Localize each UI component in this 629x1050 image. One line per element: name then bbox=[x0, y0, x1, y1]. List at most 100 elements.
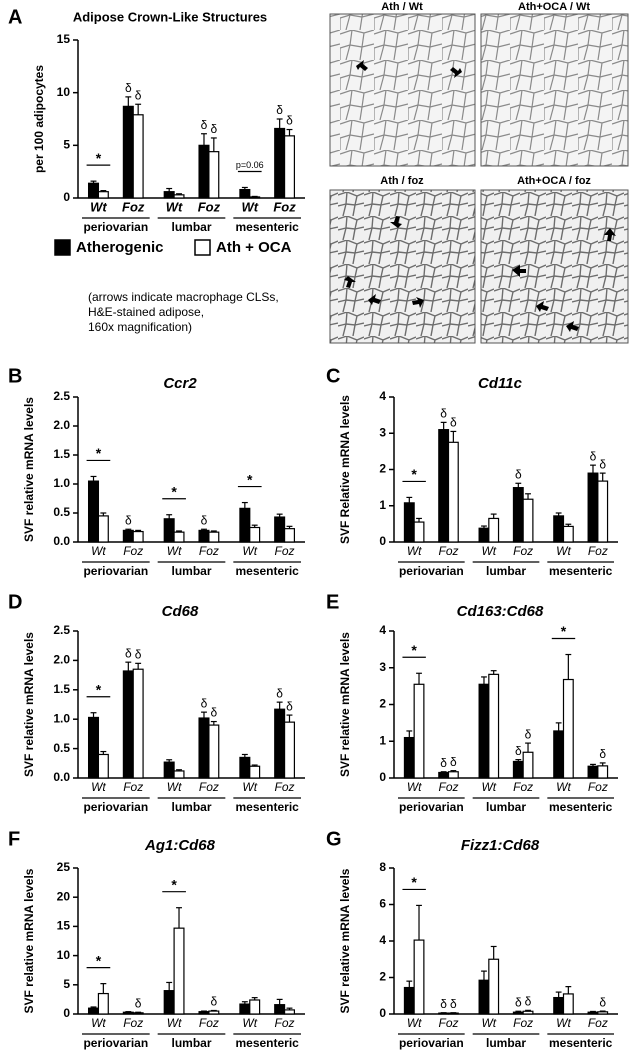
significance-symbol: δ bbox=[201, 118, 208, 132]
significance-symbol: δ bbox=[276, 103, 283, 117]
significance-symbol: δ bbox=[210, 122, 217, 136]
bracket-label: * bbox=[96, 952, 102, 968]
x-tick-label: Foz bbox=[199, 544, 219, 558]
bar bbox=[87, 480, 100, 543]
y-tick-label: 15 bbox=[57, 919, 71, 933]
bar bbox=[274, 516, 286, 543]
significance-symbol: δ bbox=[599, 747, 606, 761]
x-tick-label: Foz bbox=[588, 544, 608, 558]
group-label: mesenteric bbox=[235, 1036, 299, 1050]
bar bbox=[587, 472, 599, 543]
legend-swatch bbox=[194, 239, 211, 256]
x-tick-label: Wt bbox=[91, 1016, 106, 1030]
x-tick-label: Foz bbox=[513, 1016, 533, 1030]
bar bbox=[553, 996, 565, 1015]
group-label: periovarian bbox=[83, 220, 148, 234]
y-tick-label: 0 bbox=[379, 534, 386, 548]
x-tick-label: Wt bbox=[556, 780, 571, 794]
legend-label: Atherogenic bbox=[76, 239, 164, 256]
legend-label: Ath + OCA bbox=[216, 239, 292, 256]
bar bbox=[553, 515, 565, 543]
bar bbox=[274, 708, 286, 779]
panel-letter: A bbox=[8, 6, 22, 28]
micrographs: Ath / Wt Ath+OCA / Wt Ath / foz Ath+OCA … bbox=[329, 1, 629, 344]
chart-title: Cd68 bbox=[162, 603, 199, 620]
y-tick-label: 25 bbox=[57, 860, 71, 874]
y-tick-label: 0.0 bbox=[53, 770, 70, 784]
bar bbox=[239, 1003, 251, 1015]
y-tick-label: 8 bbox=[379, 860, 386, 874]
group-label: mesenteric bbox=[549, 800, 613, 814]
significance-symbol: δ bbox=[450, 997, 457, 1011]
y-tick-label: 15 bbox=[57, 32, 71, 46]
x-tick-label: Foz bbox=[199, 1016, 219, 1030]
bar bbox=[562, 678, 574, 779]
y-tick-label: 20 bbox=[57, 889, 71, 903]
bar bbox=[597, 1011, 609, 1015]
bar bbox=[447, 771, 459, 779]
x-tick-label: Foz bbox=[513, 780, 533, 794]
group-label: lumbar bbox=[486, 800, 526, 814]
group-label: lumbar bbox=[171, 564, 211, 578]
bar bbox=[488, 673, 500, 779]
significance-symbol: δ bbox=[210, 995, 217, 1009]
significance-symbol: δ bbox=[515, 744, 522, 758]
significance-symbol: δ bbox=[440, 997, 447, 1011]
bar bbox=[97, 992, 109, 1015]
group-label: mesenteric bbox=[235, 220, 299, 234]
bar bbox=[173, 531, 185, 543]
bar bbox=[208, 724, 220, 779]
significance-symbol: δ bbox=[135, 88, 142, 102]
x-tick-label: Wt bbox=[481, 780, 496, 794]
bar bbox=[478, 527, 490, 543]
x-tick-label: Wt bbox=[90, 199, 107, 214]
arrows bbox=[344, 60, 616, 332]
x-tick-label: Wt bbox=[91, 780, 106, 794]
bar bbox=[587, 1011, 599, 1015]
bar bbox=[163, 761, 175, 779]
chart-title: Ccr2 bbox=[163, 375, 197, 392]
significance-symbol: δ bbox=[125, 646, 132, 660]
bracket-label: p=0.06 bbox=[236, 160, 264, 170]
panel-letter: G bbox=[326, 828, 342, 850]
significance-symbol: δ bbox=[201, 513, 208, 527]
bar bbox=[132, 1012, 144, 1015]
bar bbox=[173, 770, 185, 779]
x-tick-label: Wt bbox=[91, 544, 106, 558]
x-tick-label: Foz bbox=[199, 780, 219, 794]
x-tick-label: Foz bbox=[198, 199, 221, 214]
significance-symbol: δ bbox=[135, 996, 142, 1010]
bar bbox=[274, 127, 286, 199]
bracket-label: * bbox=[247, 471, 253, 487]
bracket-label: * bbox=[411, 874, 417, 890]
note: 160x magnification) bbox=[88, 320, 192, 334]
bar bbox=[208, 151, 220, 199]
x-tick-label: Foz bbox=[588, 1016, 608, 1030]
y-tick-label: 0 bbox=[379, 770, 386, 784]
y-tick-label: 5 bbox=[63, 138, 70, 152]
y-axis-label: SVF relative mRNA levels bbox=[338, 868, 352, 1013]
x-tick-label: Wt bbox=[242, 544, 257, 558]
group-label: periovarian bbox=[399, 564, 464, 578]
bar bbox=[447, 441, 459, 543]
group-label: mesenteric bbox=[235, 800, 299, 814]
bar bbox=[478, 683, 490, 779]
significance-symbol: δ bbox=[276, 686, 283, 700]
group-label: mesenteric bbox=[549, 1036, 613, 1050]
y-axis-label: per 100 adipocytes bbox=[32, 65, 46, 173]
bar bbox=[198, 529, 210, 543]
bar bbox=[132, 114, 144, 199]
y-axis-label: SVF relative mRNA levels bbox=[22, 868, 36, 1013]
bar bbox=[87, 1007, 100, 1015]
panel-letter: D bbox=[8, 591, 22, 613]
y-tick-label: 2.0 bbox=[53, 653, 70, 667]
bar bbox=[239, 507, 251, 543]
micrograph bbox=[480, 13, 629, 167]
bar bbox=[283, 135, 296, 199]
bar bbox=[249, 765, 261, 779]
y-tick-label: 4 bbox=[379, 389, 386, 403]
bar bbox=[249, 999, 261, 1015]
bar bbox=[274, 1004, 286, 1015]
image-label: Ath / Wt bbox=[381, 1, 423, 13]
legend-swatch bbox=[54, 239, 71, 256]
